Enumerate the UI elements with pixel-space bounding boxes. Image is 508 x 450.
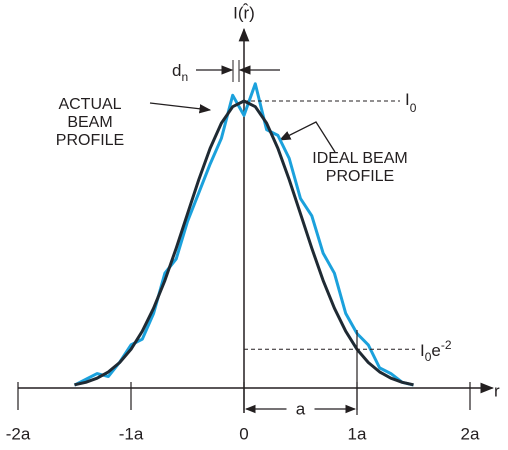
x-tick-label: -1a <box>119 424 144 443</box>
tail-label: I0e-2 <box>420 338 452 364</box>
x-tick-label: 0 <box>239 424 248 443</box>
spacing-base: d <box>172 61 181 80</box>
actual-label: ACTUAL BEAM PROFILE <box>55 96 125 149</box>
y-axis-label: I(r̂) <box>233 2 255 22</box>
ideal-label: IDEAL BEAM PROFILE <box>312 150 408 185</box>
tail-sub: 0 <box>425 350 432 364</box>
spacing-sub: n <box>181 70 188 84</box>
x-axis-label: r <box>494 381 500 400</box>
peak-sub: 0 <box>410 101 417 115</box>
tail-base: I <box>420 341 425 360</box>
tail-sup: -2 <box>441 338 452 352</box>
peak-base: I <box>405 90 410 109</box>
tail-exp-base: e <box>431 341 440 360</box>
dimension-label-bg <box>286 399 315 419</box>
pointer-arrow <box>149 102 212 114</box>
dimension-label: a <box>296 399 306 418</box>
x-tick-label: 1a <box>348 424 367 443</box>
spacing-label: dn <box>172 61 188 84</box>
x-tick-label: 2a <box>461 424 480 443</box>
pointer-arrow <box>278 121 336 153</box>
x-tick-label: -2a <box>6 424 31 443</box>
peak-label: I0 <box>405 90 417 115</box>
